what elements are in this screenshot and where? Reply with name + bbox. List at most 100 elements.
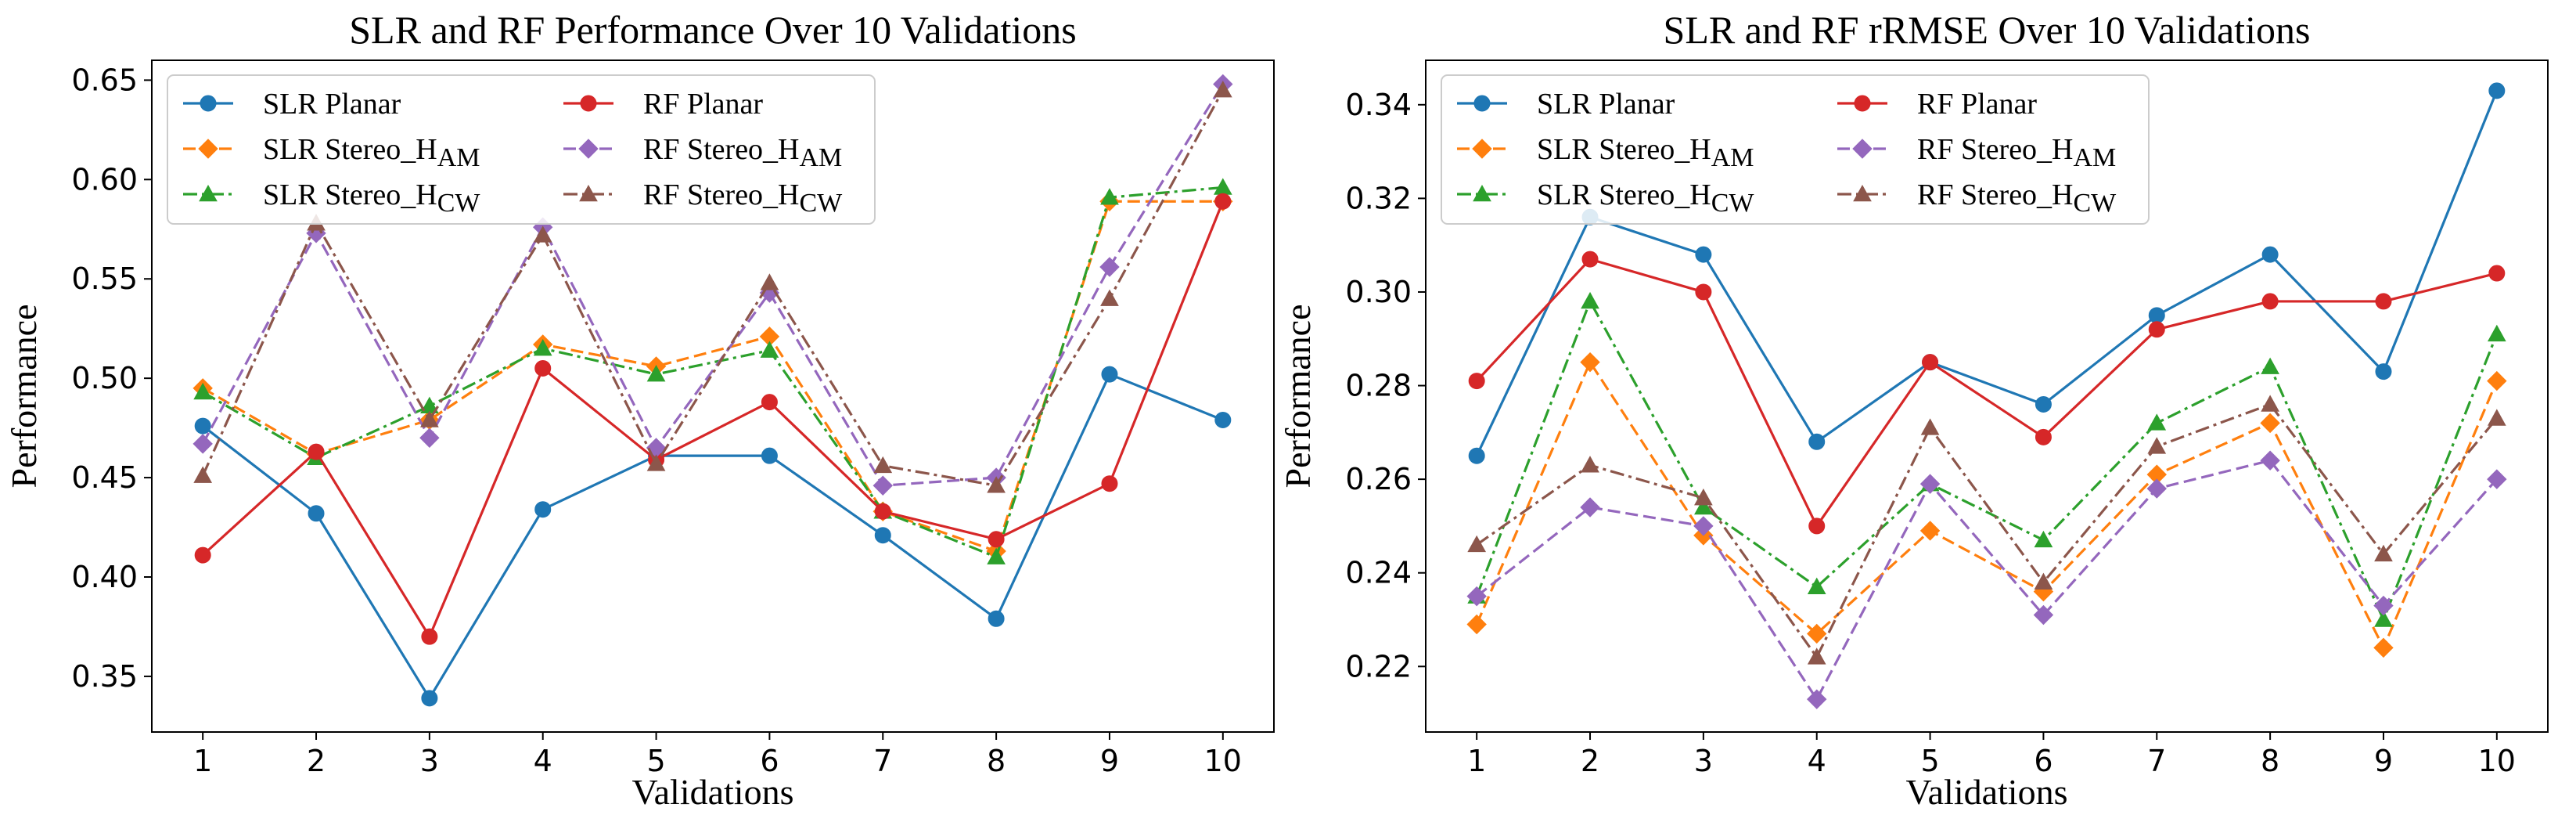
x-tick-label: 6 [2034, 744, 2053, 778]
data-point [1807, 689, 1827, 709]
data-point [1808, 517, 1826, 535]
x-axis-label: Validations [632, 772, 794, 812]
data-point [2033, 604, 2054, 626]
y-tick-label: 0.55 [71, 261, 138, 296]
data-point [1214, 193, 1232, 210]
series-line [1475, 300, 2499, 622]
legend-label-subscript: CW [800, 189, 844, 218]
data-point [1694, 489, 1713, 506]
series-3 [194, 193, 1232, 645]
legend-label: SLR Planar [263, 88, 401, 121]
data-point [2373, 595, 2394, 616]
data-point [1099, 257, 1120, 277]
legend-item: RF Stereo_HCW [563, 178, 843, 218]
data-point [1919, 474, 1941, 494]
legend-label-main: RF Stereo_H [643, 178, 800, 211]
legend-label: RF Stereo_HAM [643, 133, 842, 172]
data-point [534, 359, 552, 377]
data-point [1695, 283, 1712, 301]
x-tick-label: 7 [2147, 744, 2166, 778]
data-point [1468, 447, 1485, 464]
data-point [1580, 497, 1600, 517]
x-tick-label: 4 [534, 744, 552, 778]
legend-marker [1472, 139, 1492, 159]
x-tick-label: 2 [1581, 744, 1599, 778]
legend-label: RF Stereo_HCW [643, 178, 843, 218]
y-tick-label: 0.26 [1345, 462, 1412, 496]
data-point [2260, 450, 2280, 471]
legend-label-main: SLR Planar [1537, 88, 1675, 121]
data-point [1101, 475, 1118, 492]
data-point [2261, 246, 2279, 263]
y-axis-label: Performance [4, 305, 44, 489]
data-point [2034, 530, 2053, 548]
legend-label: RF Planar [643, 88, 763, 121]
data-point [874, 527, 891, 544]
data-point [1468, 373, 1485, 390]
x-tick-label: 6 [760, 744, 779, 778]
legend-label-main: RF Planar [1917, 88, 2037, 121]
series-4 [1466, 450, 2507, 709]
legend-label-main: SLR Stereo_H [263, 133, 437, 166]
data-point [1100, 289, 1119, 306]
series-line [1476, 258, 2498, 528]
legend-label-subscript: CW [2074, 189, 2117, 218]
legend-label-main: RF Planar [643, 88, 763, 121]
series-line [1475, 361, 2499, 649]
x-axis-label: Validations [1906, 772, 2068, 812]
y-tick-label: 0.28 [1345, 369, 1412, 403]
data-point [2035, 395, 2052, 413]
legend-item: SLR Planar [183, 88, 401, 121]
data-point [2374, 544, 2393, 562]
x-tick-label: 8 [987, 744, 1006, 778]
data-point [1581, 291, 1599, 309]
data-point [194, 417, 211, 435]
data-point [1101, 366, 1118, 383]
x-tick-label: 9 [1100, 744, 1119, 778]
data-point [533, 225, 552, 243]
data-point [1922, 354, 1939, 371]
legend-label: SLR Stereo_HAM [1537, 133, 1754, 172]
series-0 [194, 366, 1232, 707]
x-tick-label: 1 [193, 744, 212, 778]
data-point [2148, 307, 2165, 324]
data-point [2488, 265, 2506, 282]
series-0 [1468, 82, 2506, 464]
y-tick-label: 0.30 [1345, 275, 1412, 309]
data-point [1693, 516, 1714, 536]
data-point [873, 456, 893, 474]
data-point [1808, 433, 1826, 450]
data-point [2035, 428, 2052, 445]
series-2 [1467, 291, 2506, 627]
legend-marker [1473, 95, 1491, 112]
legend-label-main: SLR Stereo_H [1537, 178, 1711, 211]
data-point [194, 546, 211, 564]
x-tick-label: 2 [307, 744, 326, 778]
legend-label-subscript: AM [437, 143, 480, 172]
data-point [308, 505, 325, 522]
legend-label-main: RF Stereo_H [1917, 133, 2074, 166]
data-point [420, 410, 439, 427]
legend-label: SLR Stereo_HCW [1537, 178, 1754, 218]
series-line [202, 200, 1223, 553]
y-tick-label: 0.32 [1345, 181, 1412, 215]
series-line [201, 89, 1225, 487]
legend-box [167, 74, 876, 225]
x-tick-label: 10 [1204, 744, 1242, 778]
data-point [192, 434, 213, 454]
y-tick-label: 0.45 [71, 460, 138, 495]
data-point [761, 447, 778, 464]
y-axis-label: Performance [1278, 305, 1318, 489]
legend-marker [199, 184, 218, 202]
x-tick-label: 10 [2478, 744, 2516, 778]
data-point [2146, 478, 2167, 499]
legend-marker [1853, 184, 1872, 202]
data-point [1695, 246, 1712, 263]
data-point [2487, 409, 2506, 426]
chart-panel-2: SLR and RF rRMSE Over 10 Validations 1 2 3 4… [1278, 8, 2549, 812]
legend-box [1441, 74, 2150, 225]
data-point [2487, 469, 2507, 489]
legend-label-main: SLR Planar [263, 88, 401, 121]
legend-item: RF Stereo_HCW [1837, 178, 2117, 218]
